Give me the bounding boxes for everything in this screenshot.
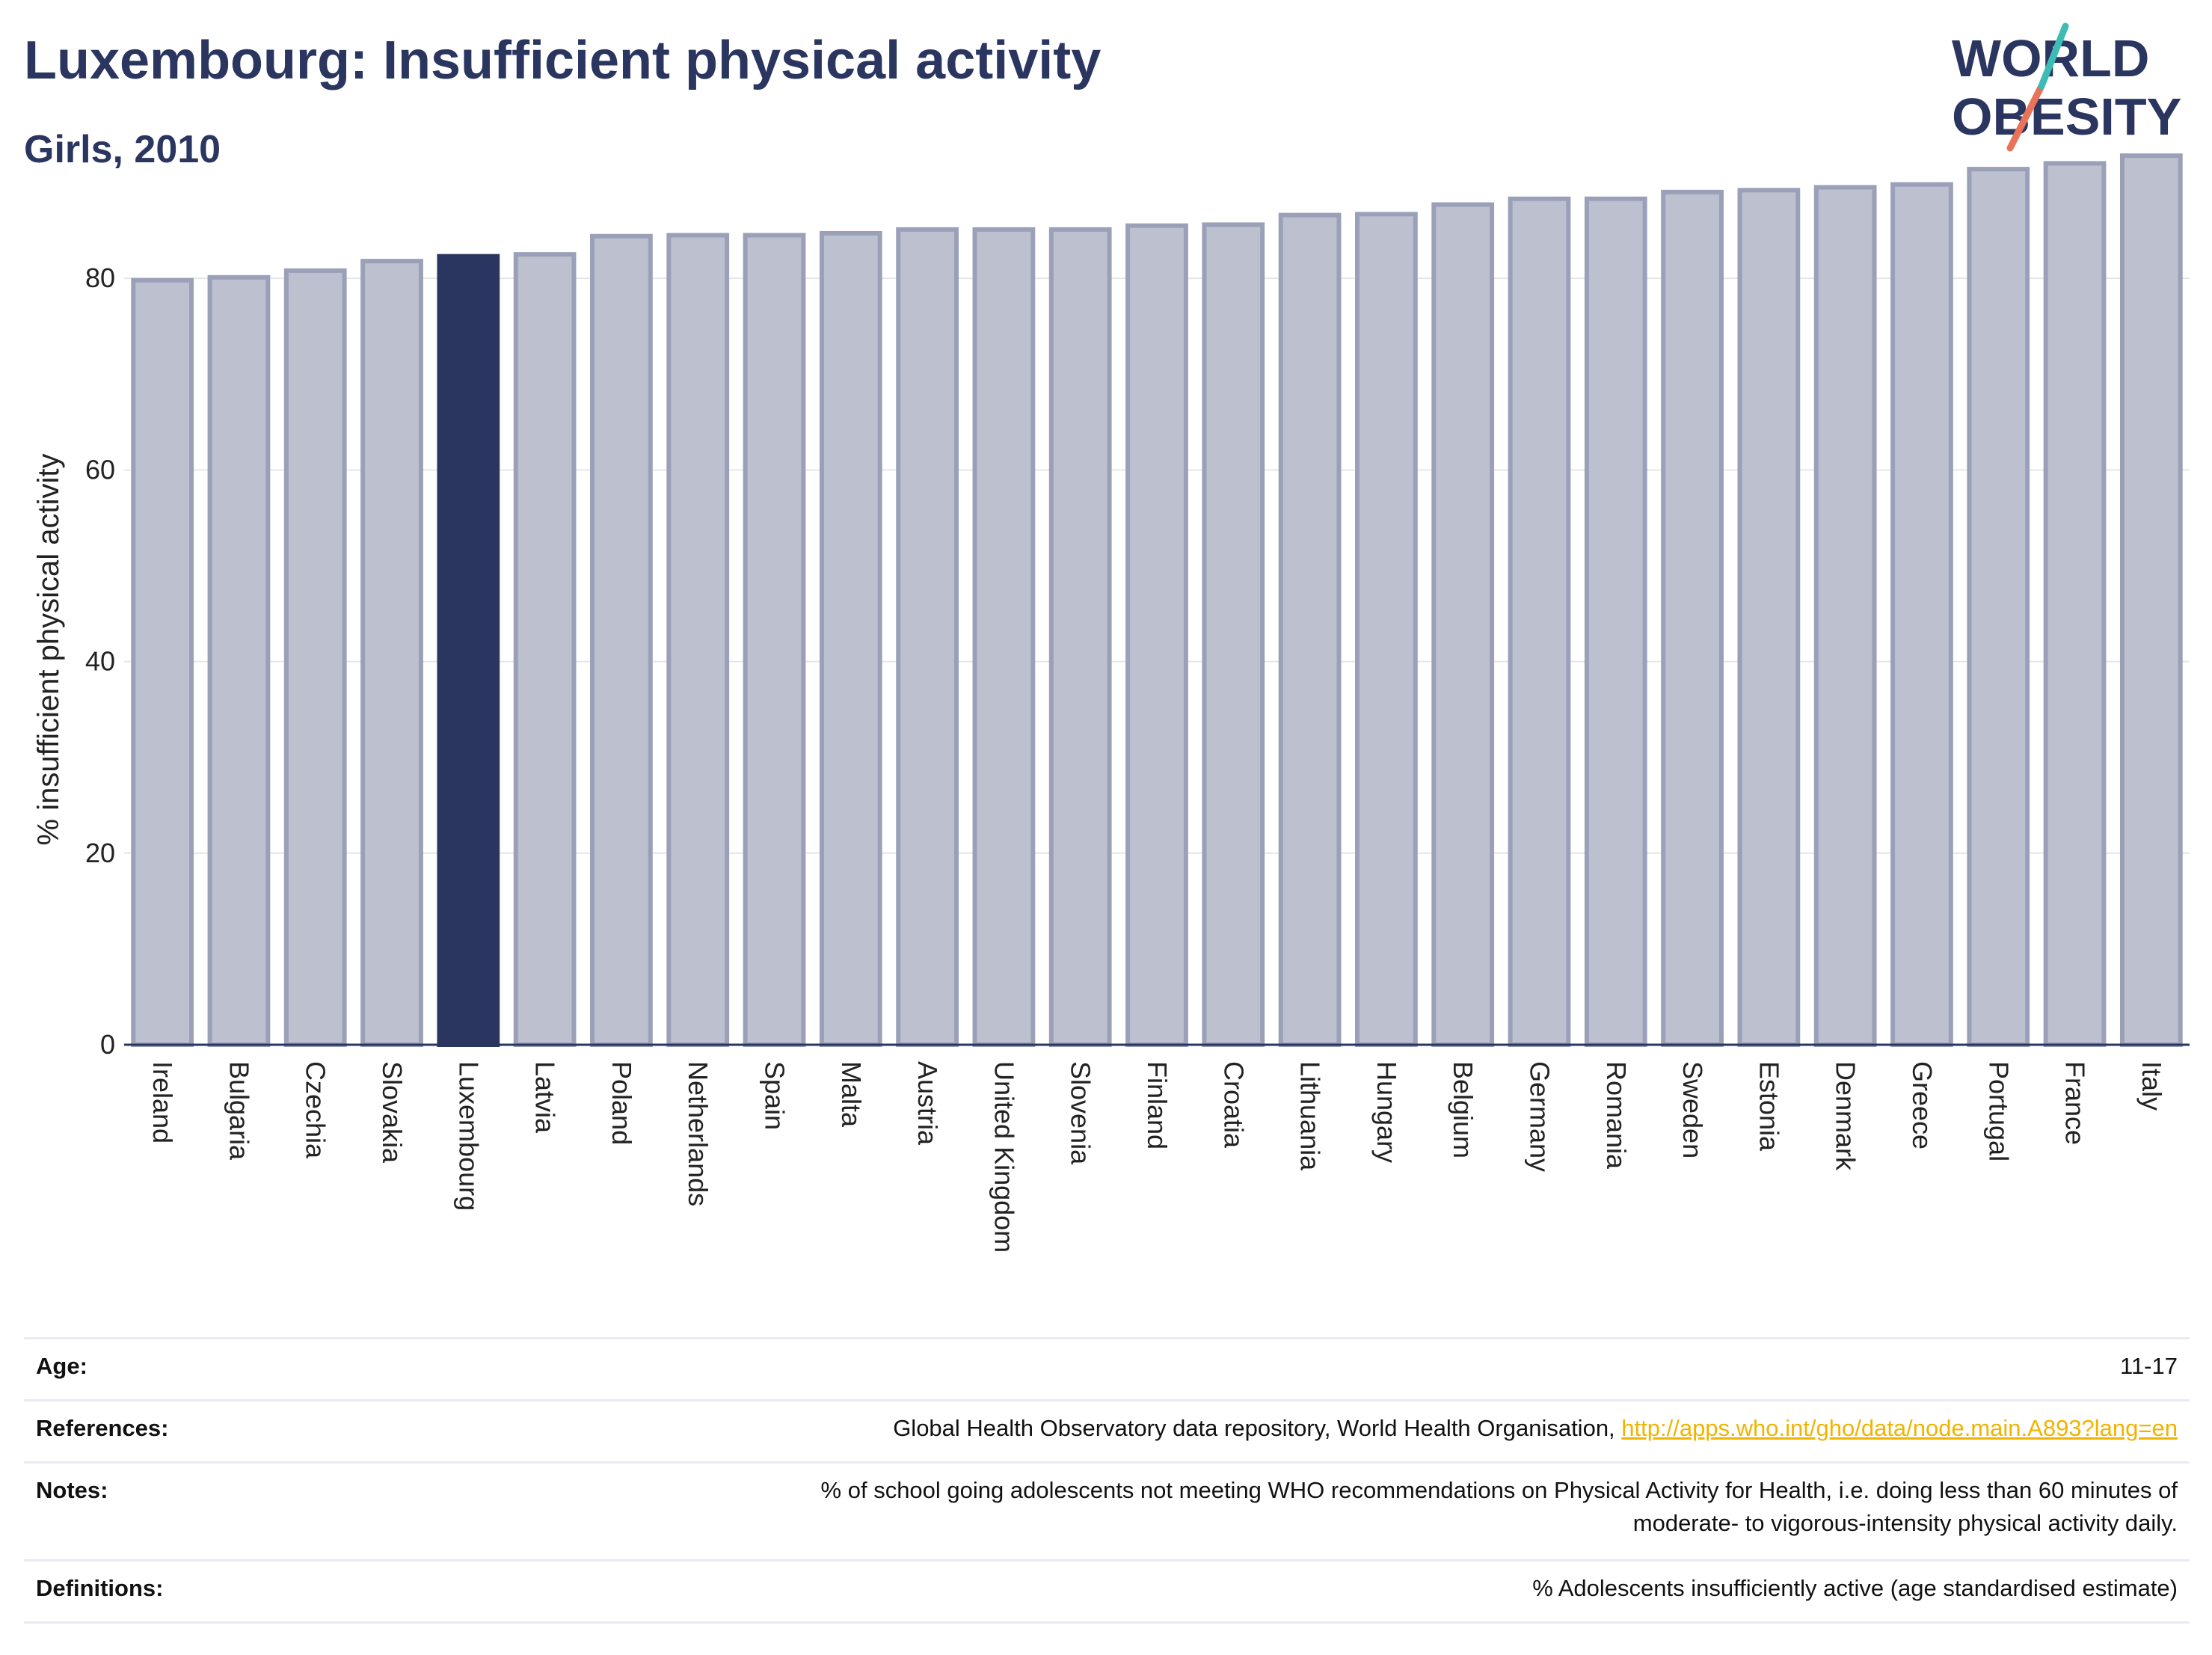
references-label: References: bbox=[24, 1399, 437, 1464]
bar-poland bbox=[590, 233, 653, 1047]
x-tick-label: Italy bbox=[2136, 1061, 2167, 1111]
x-tick-label: Spain bbox=[760, 1061, 790, 1130]
bar-czechia bbox=[283, 268, 347, 1048]
notes-label: Notes: bbox=[24, 1461, 437, 1562]
bar-slovakia bbox=[360, 259, 423, 1047]
bar-slovenia bbox=[1048, 227, 1112, 1047]
page-subtitle: Girls, 2010 bbox=[24, 128, 221, 171]
bar-greece bbox=[1890, 182, 1953, 1047]
age-value: 11-17 bbox=[437, 1337, 2190, 1401]
x-tick-label: Greece bbox=[1907, 1061, 1938, 1149]
x-tick-label: France bbox=[2060, 1061, 2091, 1145]
x-tick-label: Belgium bbox=[1448, 1061, 1478, 1158]
x-category-labels: Ireland Bulgaria Czechia Slovakia Luxembourg… bbox=[147, 1061, 2167, 1253]
x-tick-label: Poland bbox=[606, 1061, 637, 1145]
bars bbox=[131, 153, 2183, 1048]
x-tick-label: Romania bbox=[1601, 1061, 1632, 1170]
y-tick-label: 20 bbox=[85, 838, 115, 868]
y-tick-label: 0 bbox=[100, 1029, 115, 1060]
x-tick-label: Portugal bbox=[1983, 1061, 2014, 1161]
bar-hungary bbox=[1355, 212, 1418, 1047]
bar-germany bbox=[1508, 196, 1571, 1047]
x-tick-label: Malta bbox=[836, 1061, 867, 1128]
bar-croatia bbox=[1202, 222, 1265, 1047]
references-value: Global Health Observatory data repositor… bbox=[437, 1399, 2190, 1464]
notes-line-1: % of school going adolescents not meetin… bbox=[820, 1477, 2178, 1503]
bar-chart: 0 20 40 60 80 Ireland Bulgaria Czechia Slovakia… bbox=[32, 153, 2190, 1253]
info-row-references: References: Global Health Observatory da… bbox=[24, 1399, 2190, 1464]
bar-portugal bbox=[1967, 167, 2030, 1047]
age-label: Age: bbox=[24, 1337, 437, 1401]
bar-romania bbox=[1584, 196, 1647, 1047]
bar-united-kingdom bbox=[972, 227, 1036, 1047]
x-tick-label: Hungary bbox=[1371, 1061, 1402, 1163]
bar-bulgaria bbox=[207, 274, 271, 1047]
bar-malta bbox=[819, 230, 882, 1048]
x-tick-label: Lithuania bbox=[1295, 1061, 1326, 1171]
logo-slash-coral bbox=[2006, 82, 2045, 152]
x-tick-label: Sweden bbox=[1677, 1061, 1708, 1158]
bar-austria bbox=[896, 227, 959, 1047]
x-tick-label: Luxembourg bbox=[453, 1061, 484, 1211]
x-tick-label: Estonia bbox=[1754, 1061, 1784, 1152]
info-row-age: Age: 11-17 bbox=[24, 1337, 2190, 1401]
logo-line2: OBESITY bbox=[1952, 87, 2181, 146]
x-tick-label: Finland bbox=[1142, 1061, 1173, 1149]
x-tick-label: Bulgaria bbox=[224, 1061, 254, 1161]
y-axis-title: % insufficient physical activity bbox=[32, 454, 65, 846]
x-tick-label: Latvia bbox=[530, 1061, 561, 1134]
info-row-definitions: Definitions: % Adolescents insufficientl… bbox=[24, 1559, 2190, 1624]
references-text: Global Health Observatory data repositor… bbox=[893, 1415, 1622, 1441]
bar-belgium bbox=[1431, 202, 1495, 1047]
bar-france bbox=[2043, 161, 2107, 1048]
y-tick-label: 80 bbox=[85, 262, 115, 293]
x-tick-label: Netherlands bbox=[683, 1061, 713, 1206]
bar-latvia bbox=[513, 252, 577, 1047]
bar-denmark bbox=[1813, 185, 1877, 1048]
definitions-label: Definitions: bbox=[24, 1559, 437, 1624]
x-tick-label: Slovakia bbox=[377, 1061, 408, 1164]
info-row-notes: Notes: % of school going adolescents not… bbox=[24, 1461, 2190, 1562]
y-tick-labels: 0 20 40 60 80 bbox=[85, 262, 115, 1060]
definitions-value: % Adolescents insufficiently active (age… bbox=[437, 1559, 2190, 1624]
page-title: Luxembourg: Insufficient physical activi… bbox=[24, 31, 1102, 90]
x-tick-label: Czechia bbox=[301, 1061, 331, 1159]
x-tick-label: Denmark bbox=[1831, 1061, 1861, 1171]
notes-line-2: moderate- to vigorous-intensity physical… bbox=[1632, 1510, 2178, 1536]
x-tick-label: United Kingdom bbox=[989, 1061, 1019, 1253]
bar-netherlands bbox=[666, 233, 730, 1048]
bar-sweden bbox=[1661, 189, 1724, 1047]
notes-value: % of school going adolescents not meetin… bbox=[437, 1461, 2190, 1562]
x-tick-label: Croatia bbox=[1218, 1061, 1249, 1149]
x-tick-label: Germany bbox=[1524, 1061, 1555, 1172]
logo-slash-teal bbox=[2038, 22, 2069, 90]
x-tick-label: Ireland bbox=[147, 1061, 178, 1143]
bar-ireland bbox=[131, 277, 194, 1048]
bar-luxembourg bbox=[437, 254, 500, 1047]
world-obesity-logo: WORLD OBESITY bbox=[1952, 22, 2181, 152]
bar-italy bbox=[2119, 153, 2183, 1048]
bar-lithuania bbox=[1278, 212, 1342, 1048]
info-table: Age: 11-17 References: Global Health Obs… bbox=[24, 1337, 2190, 1624]
y-tick-label: 60 bbox=[85, 454, 115, 485]
bar-estonia bbox=[1737, 188, 1801, 1048]
references-link[interactable]: http://apps.who.int/gho/data/node.main.A… bbox=[1621, 1415, 2178, 1441]
bar-finland bbox=[1125, 223, 1188, 1048]
x-tick-label: Austria bbox=[912, 1061, 943, 1146]
bar-spain bbox=[743, 233, 806, 1048]
y-tick-label: 40 bbox=[85, 646, 115, 677]
x-tick-label: Slovenia bbox=[1066, 1061, 1096, 1165]
